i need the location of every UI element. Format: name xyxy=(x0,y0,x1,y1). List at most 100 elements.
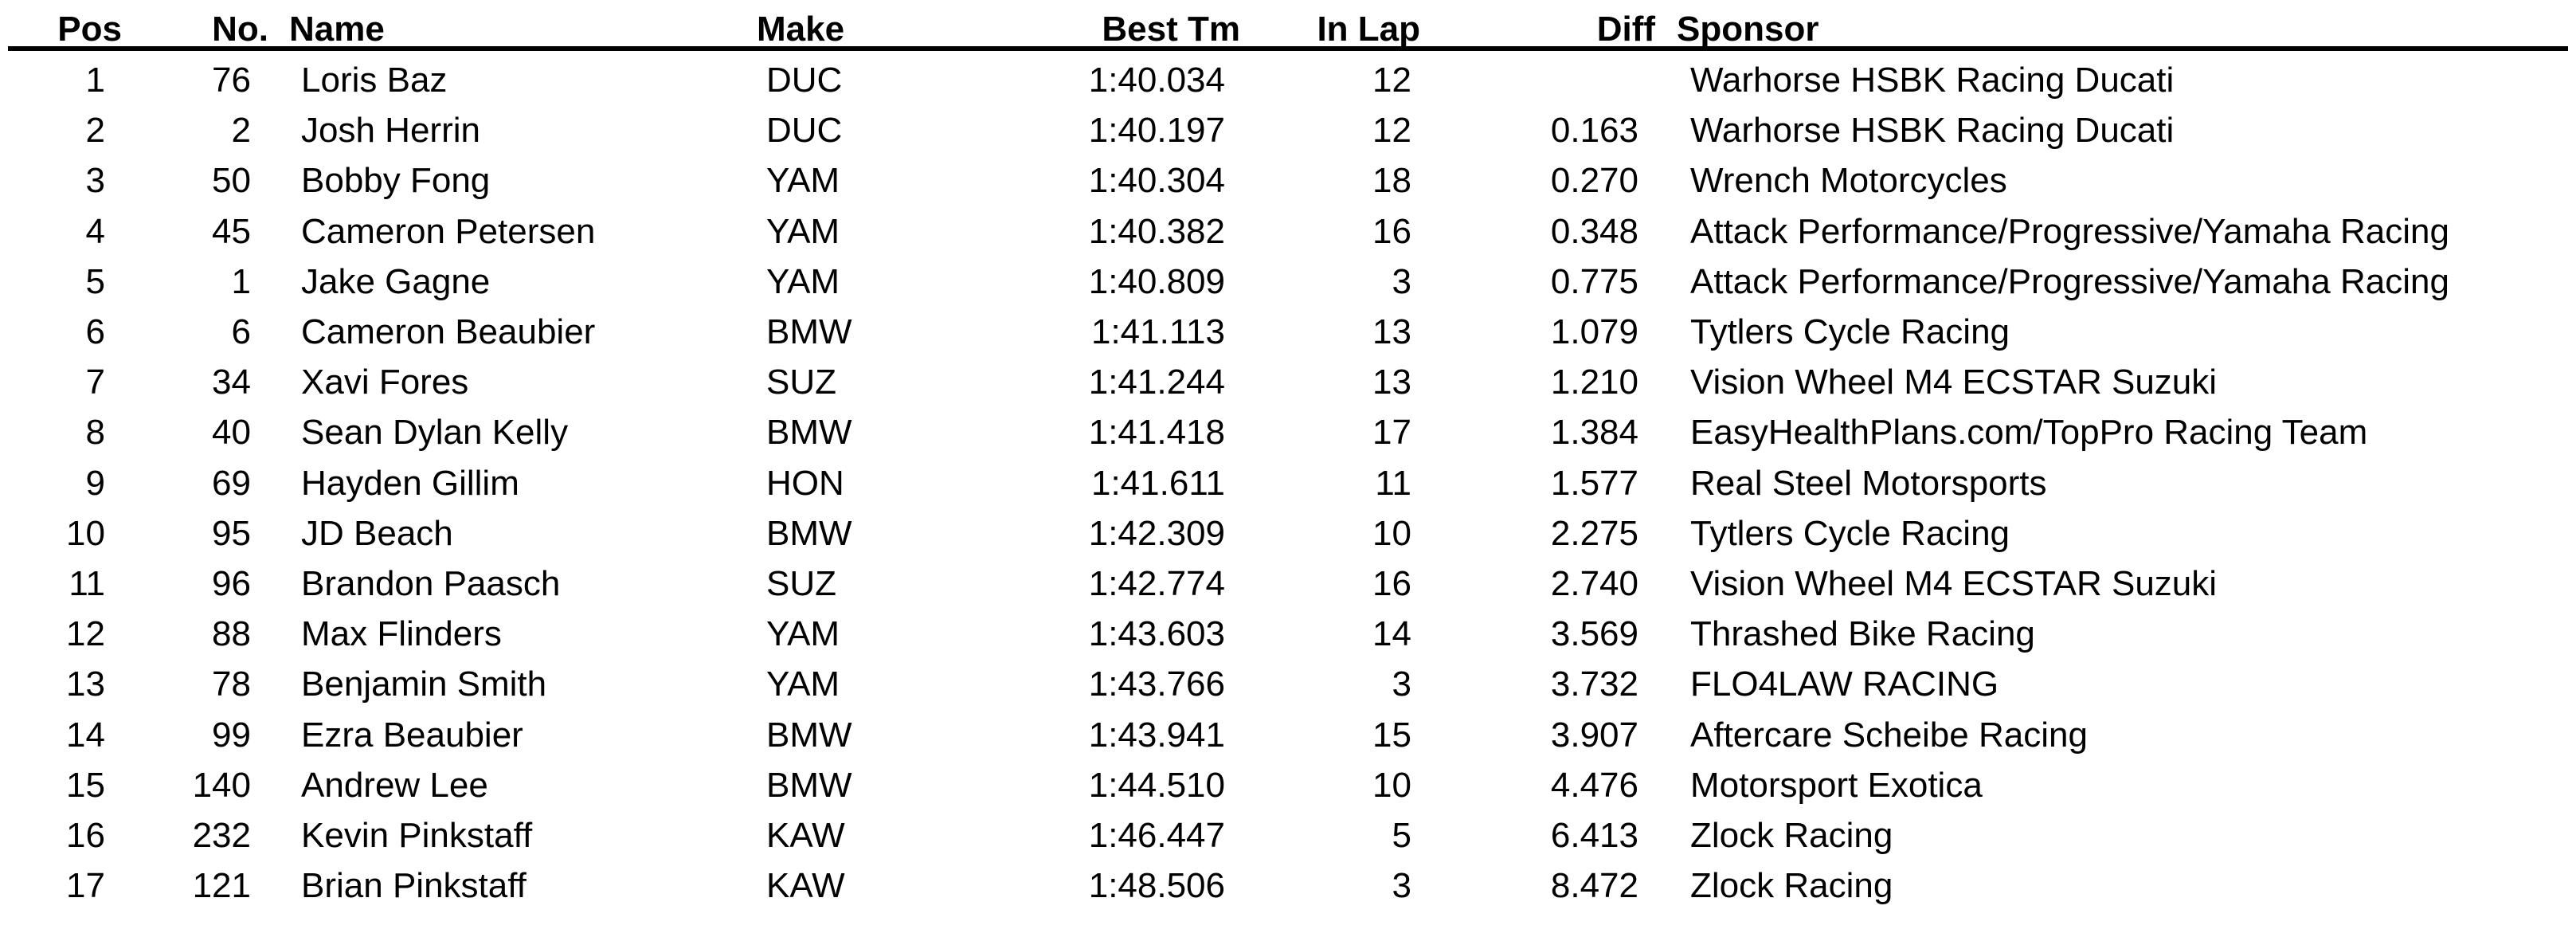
cell-name: Andrew Lee xyxy=(301,765,488,805)
cell-name: Hayden Gillim xyxy=(301,463,519,503)
cell-inlap: 10 xyxy=(1372,513,1411,553)
cell-best: 1:40.809 xyxy=(1088,261,1225,301)
cell-name: Xavi Fores xyxy=(301,363,469,402)
cell-inlap: 3 xyxy=(1392,866,1411,906)
cell-sponsor: Zlock Racing xyxy=(1690,866,1893,906)
cell-sponsor: Thrashed Bike Racing xyxy=(1690,614,2035,654)
col-header-diff: Diff xyxy=(1596,10,1655,49)
cell-name: Max Flinders xyxy=(301,614,502,654)
cell-best: 1:43.603 xyxy=(1088,614,1225,654)
cell-make: BMW xyxy=(766,765,852,805)
col-header-no: No. xyxy=(212,10,268,49)
cell-no: 34 xyxy=(212,363,251,402)
cell-make: KAW xyxy=(766,866,845,906)
cell-diff: 3.732 xyxy=(1550,665,1638,704)
cell-no: 6 xyxy=(231,312,251,352)
cell-name: JD Beach xyxy=(301,513,453,553)
cell-no: 45 xyxy=(212,211,251,251)
cell-diff: 2.275 xyxy=(1550,513,1638,553)
cell-make: YAM xyxy=(766,161,840,201)
results-table: Pos No. Name Make Best Tm In Lap Diff Sp… xyxy=(0,10,2568,911)
col-header-best-tm: Best Tm xyxy=(1102,10,1240,49)
cell-no: 69 xyxy=(212,463,251,503)
cell-name: Cameron Beaubier xyxy=(301,312,596,352)
cell-sponsor: Aftercare Scheibe Racing xyxy=(1690,715,2088,755)
cell-no: 50 xyxy=(212,161,251,201)
cell-inlap: 13 xyxy=(1372,312,1411,352)
table-row: 10 95 JD Beach BMW 1:42.309 10 2.275 Tytlers Cy… xyxy=(0,508,2568,559)
cell-name: Ezra Beaubier xyxy=(301,715,523,755)
table-row: 13 78 Benjamin Smith YAM 1:43.766 3 3.732 FLO4L… xyxy=(0,659,2568,709)
cell-make: YAM xyxy=(766,614,840,654)
cell-best: 1:43.941 xyxy=(1088,715,1225,755)
cell-no: 121 xyxy=(192,866,251,906)
cell-no: 95 xyxy=(212,513,251,553)
cell-no: 88 xyxy=(212,614,251,654)
cell-pos: 14 xyxy=(66,715,105,755)
cell-name: Cameron Petersen xyxy=(301,211,596,251)
cell-pos: 17 xyxy=(66,866,105,906)
cell-best: 1:41.611 xyxy=(1090,463,1225,503)
cell-name: Sean Dylan Kelly xyxy=(301,413,569,453)
cell-inlap: 17 xyxy=(1372,413,1411,453)
table-row: 5 1 Jake Gagne YAM 1:40.809 3 0.775 Attack Perf… xyxy=(0,257,2568,307)
table-row: 6 6 Cameron Beaubier BMW 1:41.113 13 1.079 Tytl… xyxy=(0,307,2568,357)
cell-best: 1:44.510 xyxy=(1088,765,1225,805)
col-header-name: Name xyxy=(289,10,385,49)
cell-best: 1:43.766 xyxy=(1088,665,1225,704)
cell-no: 78 xyxy=(212,665,251,704)
table-row: 7 34 Xavi Fores SUZ 1:41.244 13 1.210 Vision Wh… xyxy=(0,357,2568,407)
cell-inlap: 16 xyxy=(1372,211,1411,251)
cell-sponsor: Warhorse HSBK Racing Ducati xyxy=(1690,111,2175,151)
cell-inlap: 13 xyxy=(1372,363,1411,402)
cell-no: 99 xyxy=(212,715,251,755)
cell-best: 1:48.506 xyxy=(1088,866,1225,906)
cell-name: Benjamin Smith xyxy=(301,665,547,704)
cell-sponsor: Motorsport Exotica xyxy=(1690,765,1983,805)
cell-make: SUZ xyxy=(766,363,836,402)
cell-diff: 8.472 xyxy=(1550,866,1638,906)
cell-pos: 3 xyxy=(85,161,105,201)
cell-make: YAM xyxy=(766,261,840,301)
cell-best: 1:41.113 xyxy=(1090,312,1225,352)
cell-diff: 6.413 xyxy=(1550,816,1638,856)
cell-best: 1:42.309 xyxy=(1088,513,1225,553)
cell-make: KAW xyxy=(766,816,845,856)
table-row: 11 96 Brandon Paasch SUZ 1:42.774 16 2.740 Visi… xyxy=(0,559,2568,609)
cell-make: BMW xyxy=(766,715,852,755)
cell-make: BMW xyxy=(766,413,852,453)
cell-diff: 4.476 xyxy=(1550,765,1638,805)
cell-sponsor: Vision Wheel M4 ECSTAR Suzuki xyxy=(1690,363,2218,402)
table-row: 8 40 Sean Dylan Kelly BMW 1:41.418 17 1.384 Eas… xyxy=(0,407,2568,457)
cell-pos: 16 xyxy=(66,816,105,856)
cell-name: Brandon Paasch xyxy=(301,564,561,604)
cell-best: 1:40.382 xyxy=(1088,211,1225,251)
cell-inlap: 16 xyxy=(1372,564,1411,604)
cell-sponsor: FLO4LAW RACING xyxy=(1690,665,1999,704)
cell-name: Brian Pinkstaff xyxy=(301,866,527,906)
col-header-in-lap: In Lap xyxy=(1317,10,1420,49)
cell-pos: 15 xyxy=(66,765,105,805)
cell-diff: 0.163 xyxy=(1550,111,1638,151)
table-row: 12 88 Max Flinders YAM 1:43.603 14 3.569 Thrash… xyxy=(0,609,2568,659)
col-header-make: Make xyxy=(757,10,845,49)
cell-diff: 0.348 xyxy=(1550,211,1638,251)
cell-inlap: 12 xyxy=(1372,61,1411,100)
cell-diff: 3.569 xyxy=(1550,614,1638,654)
cell-best: 1:46.447 xyxy=(1088,816,1225,856)
table-row: 3 50 Bobby Fong YAM 1:40.304 18 0.270 Wrench Mo… xyxy=(0,155,2568,206)
cell-best: 1:40.304 xyxy=(1088,161,1225,201)
cell-pos: 2 xyxy=(85,111,105,151)
cell-name: Jake Gagne xyxy=(301,261,491,301)
cell-make: DUC xyxy=(766,111,843,151)
cell-inlap: 10 xyxy=(1372,765,1411,805)
results-rows: 1 76 Loris Baz DUC 1:40.034 12 Warhorse HSBK R… xyxy=(0,55,2568,911)
col-header-sponsor: Sponsor xyxy=(1677,10,1819,49)
cell-best: 1:40.197 xyxy=(1088,111,1225,151)
table-row: 16 232 Kevin Pinkstaff KAW 1:46.447 5 6.413 Zlo… xyxy=(0,810,2568,861)
cell-diff: 2.740 xyxy=(1550,564,1638,604)
cell-no: 1 xyxy=(231,261,251,301)
cell-sponsor: Tytlers Cycle Racing xyxy=(1690,513,2010,553)
cell-make: BMW xyxy=(766,312,852,352)
